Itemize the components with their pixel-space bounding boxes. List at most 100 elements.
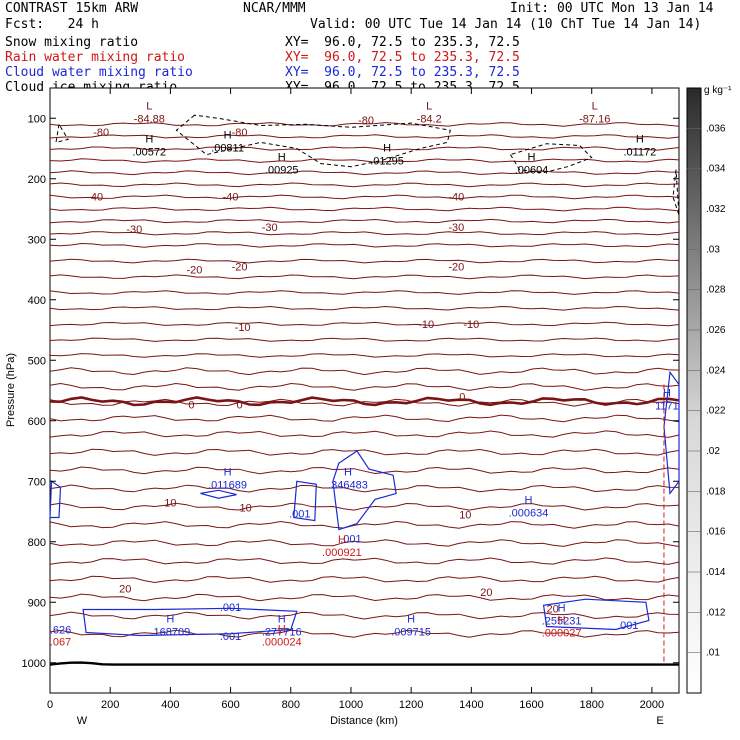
isotherm-line [49, 170, 680, 176]
x-tick-label: 1400 [459, 699, 483, 711]
isotherm-label: -20 [232, 261, 248, 273]
extremum-value: -84.2 [417, 113, 442, 125]
extremum-mark: H [525, 495, 533, 507]
cloud-water-label: .001 [220, 602, 241, 614]
y-tick-label: 1000 [22, 658, 46, 670]
cloud-water-contour [663, 370, 680, 496]
init-time: Init: 00 UTC Mon 13 Jan 14 [510, 1, 714, 16]
terrain-line [49, 661, 679, 666]
isotherm-zero-line [49, 396, 680, 407]
extremum-value: .277716 [262, 626, 302, 638]
west-end-label: W [77, 715, 88, 727]
field-rain-name: Rain water mixing ratio [5, 50, 186, 65]
isotherm-label: -80 [93, 127, 109, 139]
y-tick-label: 900 [28, 597, 46, 609]
isotherm-label: 0 [459, 392, 465, 404]
isotherm-line [49, 134, 680, 139]
isotherm-line [49, 290, 680, 295]
extremum-mark: H [558, 602, 566, 614]
isotherm-line [49, 146, 680, 151]
x-tick-label: 200 [101, 699, 119, 711]
extremum-mark: H [636, 134, 644, 146]
y-tick-label: 200 [28, 174, 46, 186]
isotherm-label: -10 [463, 319, 479, 331]
extremum-value: -87.16 [579, 113, 610, 125]
colorbar-unit: g kg⁻¹ [704, 85, 732, 96]
isotherm-line [49, 520, 680, 529]
cloud-water-contour [49, 480, 62, 519]
extremum-mark: L [146, 100, 152, 112]
isotherm-line [49, 484, 680, 493]
isotherm-label: -80 [358, 115, 374, 127]
model-title: CONTRAST 15km ARW [5, 1, 139, 16]
cloud-water-label: .001 [289, 508, 310, 520]
extremum-mark: H [166, 613, 174, 625]
isotherm-line [49, 122, 680, 127]
isotherm-label: -40 [448, 191, 464, 203]
isotherm-line [49, 242, 680, 248]
x-tick-label: 2000 [640, 699, 664, 711]
cloud-water-contour [82, 607, 298, 637]
colorbar-tick-label: .026 [706, 325, 726, 336]
isotherm-line [49, 414, 680, 423]
x-tick-label: 1600 [519, 699, 543, 711]
isotherm-label: 0 [188, 399, 194, 411]
extremum-value: .00811 [211, 142, 244, 154]
extremum-mark: H [338, 534, 346, 546]
isotherm-line [49, 430, 680, 438]
extremum-mark: H [278, 624, 286, 636]
extremum-value: .009715 [391, 626, 431, 638]
isotherm-line [49, 575, 680, 584]
east-end-label: E [656, 715, 663, 727]
colorbar-tick-label: .02 [706, 446, 720, 457]
extremum-mark: H [528, 152, 536, 164]
isotherm-line [49, 206, 680, 212]
isotherm-label: 20 [480, 587, 492, 599]
field-cloud-water-name: Cloud water mixing ratio [5, 65, 193, 80]
y-tick-label: 700 [28, 476, 46, 488]
cloud-water-label: .001 [220, 631, 241, 643]
isotherm-line [49, 466, 680, 475]
extremum-value: .255231 [542, 615, 582, 627]
extremum-value: .000027 [542, 628, 582, 640]
colorbar-tick-label: .022 [706, 406, 726, 417]
extremum-mark: H [558, 615, 566, 627]
x-tick-label: 600 [221, 699, 239, 711]
isotherm-line [49, 305, 680, 311]
cloud-ice-contour [55, 122, 69, 144]
colorbar-tick-label: .014 [706, 567, 726, 578]
colorbar-tick-label: .024 [706, 365, 726, 376]
rain-water-label: .067 [50, 637, 71, 649]
colorbar-tick-label: .012 [706, 607, 726, 618]
x-tick-label: 1800 [579, 699, 603, 711]
colorbar-tick-label: .036 [706, 123, 726, 134]
field-snow-name: Snow mixing ratio [5, 35, 139, 50]
cloud-water-label: .001 [617, 620, 638, 632]
isotherm-line [49, 611, 680, 620]
colorbar-tick-label: .034 [706, 164, 726, 175]
extremum-mark: H [278, 152, 286, 164]
extremum-mark: H [407, 613, 415, 625]
colorbar-tick-label: .018 [706, 486, 726, 497]
extremum-mark: H [383, 143, 391, 155]
colorbar-tick-label: .028 [706, 285, 726, 296]
isotherm-label: -30 [448, 222, 464, 234]
y-tick-label: 500 [28, 355, 46, 367]
isotherm-line [49, 502, 680, 511]
isotherm-label: 20 [119, 583, 131, 595]
isotherm-line [49, 258, 680, 264]
x-axis-title: Distance (km) [330, 715, 398, 727]
isotherm-line [49, 367, 680, 376]
extremum-mark: L [592, 100, 598, 112]
field-rain-xy: XY= 96.0, 72.5 to 235.3, 72.5 [285, 50, 520, 65]
valid-time: Valid: 00 UTC Tue 14 Jan 14 (10 ChT Tue … [310, 17, 702, 32]
x-tick-label: 400 [161, 699, 179, 711]
field-snow-xy: XY= 96.0, 72.5 to 235.3, 72.5 [285, 35, 520, 50]
extremum-value: 1171 [655, 401, 679, 413]
colorbar-tick-label: .01 [706, 648, 720, 659]
cloud-ice-contour [175, 114, 451, 168]
extremum-mark: H [145, 134, 153, 146]
isotherm-label: 10 [239, 502, 251, 514]
extremum-value: .01295 [370, 156, 404, 168]
